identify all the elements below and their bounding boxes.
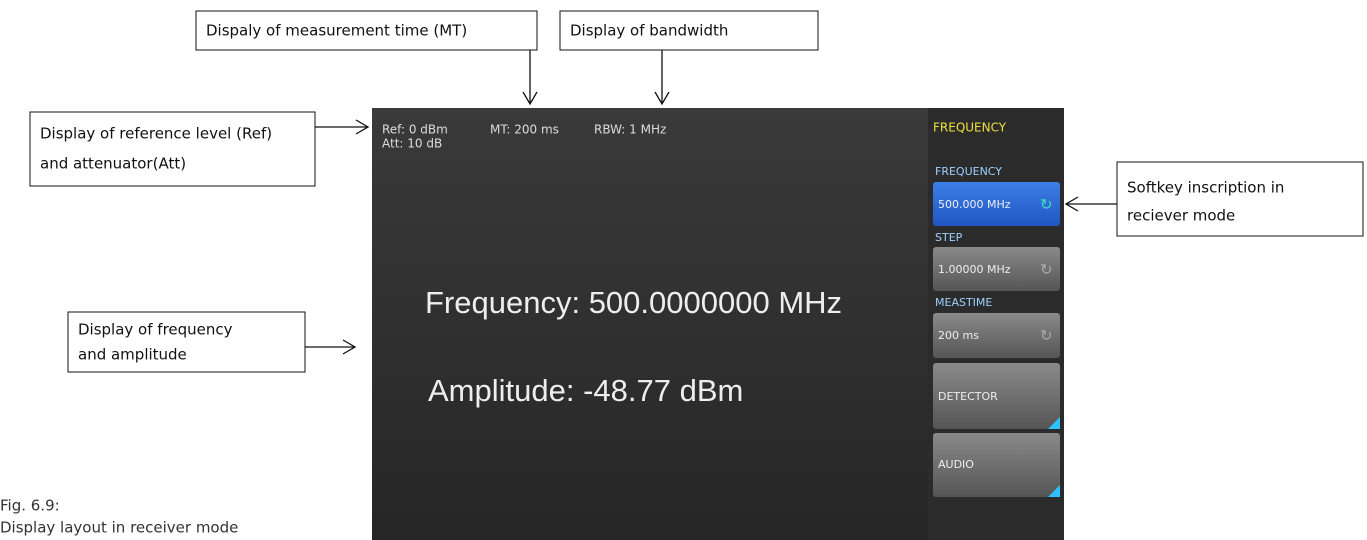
softkey[interactable]: [933, 182, 1060, 226]
callout-text: and amplitude: [78, 346, 187, 364]
knob-icon: ↻: [1040, 327, 1053, 345]
caption: Display layout in receiver mode: [0, 519, 238, 537]
callout-box: [559, 10, 819, 51]
submenu-marker: [1048, 417, 1060, 429]
knob-icon: ↻: [1040, 261, 1053, 279]
knob-icon: ↻: [1040, 196, 1053, 214]
frequency-readout: Frequency: 500.0000000 MHz: [425, 285, 842, 320]
bandwidth: RBW: 1 MHz: [594, 123, 666, 137]
menu-title: FREQUENCY: [933, 121, 1007, 135]
callout-text: Softkey inscription in: [1127, 179, 1284, 197]
callout-box: [67, 311, 306, 373]
softkey-text: 500.000 MHz: [938, 198, 1011, 211]
callout-text: Display of frequency: [78, 321, 233, 339]
callout-text: Display of reference level (Ref): [40, 125, 272, 143]
attenuator: Att: 10 dB: [382, 137, 442, 151]
callout-box: [1116, 161, 1364, 237]
callout-box: [195, 10, 538, 51]
callout-text: Display of bandwidth: [570, 22, 728, 40]
softkey[interactable]: [933, 313, 1060, 358]
softkey[interactable]: [933, 247, 1060, 291]
ref-level: Ref: 0 dBm: [382, 123, 448, 137]
amplitude-readout: Amplitude: -48.77 dBm: [428, 373, 743, 408]
callout-box: [29, 111, 316, 187]
softkey-text: 1.00000 MHz: [938, 263, 1011, 276]
softkey[interactable]: [933, 363, 1060, 429]
softkey-label: MEASTIME: [935, 296, 992, 309]
callout-text: reciever mode: [1127, 207, 1235, 225]
caption: Fig. 6.9:: [0, 497, 60, 515]
callout-text: and attenuator(Att): [40, 155, 186, 173]
measurement-time: MT: 200 ms: [490, 123, 559, 137]
softkey-label: STEP: [935, 231, 963, 244]
softkey[interactable]: [933, 433, 1060, 497]
callout-text: Dispaly of measurement time (MT): [206, 22, 467, 40]
submenu-marker: [1048, 485, 1060, 497]
softkey-text: DETECTOR: [938, 390, 998, 403]
softkey-label: FREQUENCY: [935, 165, 1002, 178]
softkey-text: AUDIO: [938, 458, 974, 471]
arrows: [305, 50, 1117, 355]
softkey-text: 200 ms: [938, 329, 979, 342]
